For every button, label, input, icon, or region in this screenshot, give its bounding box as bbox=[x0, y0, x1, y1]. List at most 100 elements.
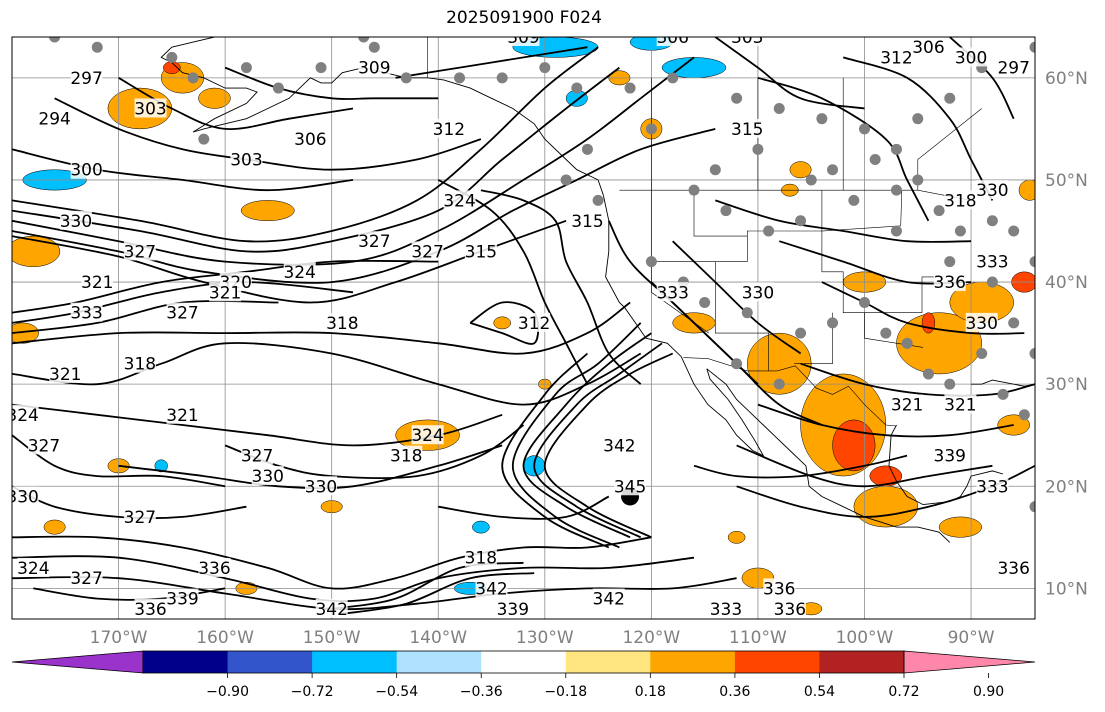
contour-label-text: 333 bbox=[656, 283, 688, 303]
border-line bbox=[715, 261, 769, 371]
contour-label-text: 321 bbox=[81, 273, 113, 293]
contour-label: 303 bbox=[134, 98, 167, 119]
contour-label-text: 327 bbox=[28, 436, 60, 456]
colorbar-label: 0.36 bbox=[719, 684, 750, 700]
station-dot bbox=[795, 215, 807, 227]
contour-label: 318 bbox=[465, 547, 497, 569]
shaded-cell bbox=[1018, 179, 1035, 201]
colorbar-label: −0.54 bbox=[375, 684, 418, 700]
shaded-cell bbox=[789, 161, 812, 179]
contour-label-text: 330 bbox=[976, 181, 1008, 201]
colorbar-segment bbox=[312, 651, 398, 673]
longitude-label: 150°W bbox=[303, 628, 361, 648]
map-title: 2025091900 F024 bbox=[446, 8, 602, 28]
contour-label: 321 bbox=[81, 272, 113, 293]
shaded-cell bbox=[43, 519, 66, 535]
contour-line bbox=[757, 76, 930, 222]
station-dot bbox=[1008, 317, 1020, 329]
contour-label-text: 324 bbox=[17, 559, 49, 579]
contour-label-text: 330 bbox=[6, 487, 38, 507]
contour-label: 333 bbox=[976, 251, 1009, 273]
colorbar-segment bbox=[481, 651, 567, 673]
colorbar-label: 0.72 bbox=[888, 684, 919, 700]
latitude-label: 20°N bbox=[1045, 477, 1088, 497]
contour-label-text: 342 bbox=[603, 436, 635, 456]
longitude-label: 170°W bbox=[90, 628, 148, 648]
contour-label-text: 336 bbox=[763, 579, 795, 599]
contour-label-text: 342 bbox=[475, 579, 507, 599]
latitude-label: 50°N bbox=[1045, 171, 1088, 191]
contour-label: 327 bbox=[241, 445, 273, 467]
station-dot bbox=[763, 225, 775, 237]
contour-label: 339 bbox=[934, 445, 966, 467]
station-dot bbox=[954, 225, 966, 237]
contour-line bbox=[224, 66, 439, 100]
contour-label-text: 318 bbox=[390, 447, 422, 467]
contour-label-text: 306 bbox=[294, 130, 326, 150]
contour-label-text: 342 bbox=[315, 600, 347, 620]
contour-label: 330 bbox=[305, 476, 337, 497]
longitude-label: 100°W bbox=[836, 628, 894, 648]
contour-label-text: 330 bbox=[965, 314, 997, 334]
contour-line bbox=[12, 46, 599, 243]
colorbar-segment bbox=[227, 651, 313, 673]
contour-label: 303 bbox=[230, 149, 263, 171]
longitude-labels: 170°W 160°W 150°W 140°W 130°W 120°W 110°W 100°W… bbox=[90, 628, 995, 648]
contour-line bbox=[607, 220, 759, 385]
contour-label: 318 bbox=[390, 445, 423, 467]
contour-label: 327 bbox=[358, 231, 391, 252]
colorbar-extend-low bbox=[11, 650, 144, 674]
station-dot bbox=[240, 62, 252, 74]
border-line bbox=[821, 190, 903, 232]
station-dot bbox=[571, 82, 583, 94]
contour-line bbox=[715, 199, 972, 243]
station-dot bbox=[1018, 409, 1030, 421]
station-dot bbox=[944, 92, 956, 104]
contour-label-text: 297 bbox=[70, 69, 102, 89]
contour-label: 321 bbox=[49, 363, 82, 385]
contour-label-text: 300 bbox=[955, 48, 987, 68]
contour-label-text: 306 bbox=[912, 38, 944, 58]
contour-label-text: 306 bbox=[656, 28, 688, 48]
station-dot bbox=[859, 296, 870, 308]
contour-label-text: 321 bbox=[49, 365, 81, 385]
shaded-cell bbox=[198, 87, 231, 109]
station-dot bbox=[358, 37, 370, 43]
contour-label-text: 336 bbox=[774, 600, 806, 620]
contour-label: 327 bbox=[411, 241, 444, 262]
longitude-label: 130°W bbox=[516, 628, 574, 648]
station-dot bbox=[496, 72, 508, 84]
contour-label: 336 bbox=[134, 598, 167, 619]
contour-label-text: 345 bbox=[614, 477, 646, 497]
contour-label-text: 318 bbox=[465, 549, 497, 569]
contour-label-text: 330 bbox=[305, 477, 337, 497]
contour-label-text: 315 bbox=[731, 120, 763, 140]
station-dot bbox=[827, 317, 839, 329]
contour-label-text: 318 bbox=[124, 355, 156, 375]
station-dot bbox=[539, 62, 551, 74]
shaded-cell bbox=[938, 516, 982, 538]
contour-label: 303 bbox=[731, 37, 764, 48]
contour-label-text: 336 bbox=[934, 273, 966, 293]
contour-label: 318 bbox=[326, 312, 359, 334]
contour-label-text: 321 bbox=[891, 396, 923, 416]
coastline bbox=[602, 195, 765, 457]
colorbar-label: 0.18 bbox=[635, 684, 666, 700]
station-dot bbox=[198, 133, 210, 145]
contour-label: 324 bbox=[283, 261, 316, 283]
colorbar-segment bbox=[650, 651, 736, 673]
contour-label: 330 bbox=[976, 180, 1009, 201]
contour-label: 336 bbox=[997, 557, 1030, 579]
colorbar-extend-high bbox=[903, 650, 1036, 674]
station-dot bbox=[1029, 256, 1035, 268]
contour-line bbox=[437, 179, 589, 385]
station-dot bbox=[773, 102, 785, 114]
contour-label: 324 bbox=[443, 190, 476, 211]
station-dot bbox=[592, 194, 604, 206]
contour-label: 333 bbox=[710, 598, 742, 619]
contour-label-text: 312 bbox=[880, 48, 912, 68]
station-dot bbox=[933, 205, 945, 217]
contour-line bbox=[224, 424, 525, 479]
contour-label: 312 bbox=[518, 312, 550, 334]
station-dot bbox=[816, 113, 828, 125]
